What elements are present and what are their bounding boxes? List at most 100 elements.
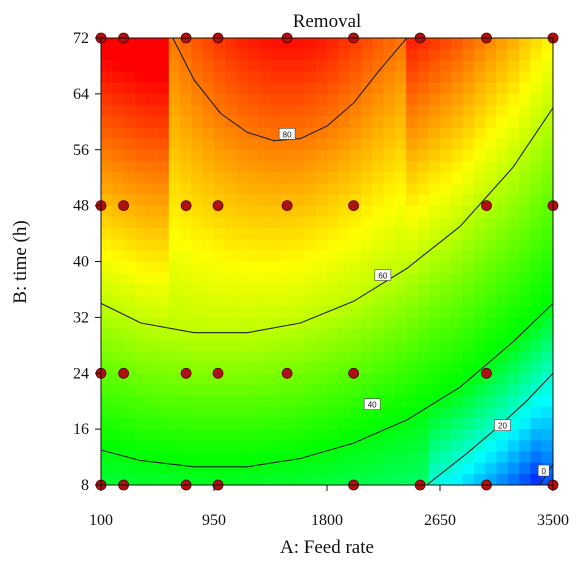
heatmap-cell: [394, 227, 407, 240]
heatmap-cell: [281, 384, 294, 397]
heatmap-cell: [349, 395, 362, 408]
heatmap-cell: [123, 395, 136, 408]
heatmap-cell: [417, 205, 430, 218]
heatmap-cell: [247, 216, 260, 229]
heatmap-cell: [247, 473, 260, 485]
heatmap-cell: [168, 82, 181, 95]
heatmap-cell: [349, 60, 362, 73]
heatmap-cell: [372, 105, 385, 117]
heatmap-cell: [417, 105, 430, 117]
heatmap-cell: [349, 82, 362, 95]
heatmap-cell: [225, 395, 238, 408]
heatmap-cell: [281, 172, 294, 184]
heatmap-cell: [462, 384, 475, 397]
heatmap-cell: [462, 283, 475, 296]
heatmap-cell: [327, 250, 339, 263]
heatmap-cell: [394, 429, 407, 441]
heatmap-cell: [304, 149, 317, 162]
heatmap-cell: [225, 172, 238, 184]
heatmap-cell: [247, 317, 260, 330]
heatmap-cell: [428, 60, 441, 73]
heatmap-cell: [157, 462, 170, 475]
heatmap-cell: [270, 272, 283, 285]
heatmap-cell: [451, 105, 464, 117]
heatmap-cell: [440, 82, 452, 95]
heatmap-cell: [123, 93, 136, 106]
heatmap-cell: [112, 49, 125, 61]
heatmap-cell: [293, 283, 305, 296]
heatmap-cell: [157, 373, 170, 386]
heatmap-cell: [485, 71, 498, 84]
heatmap-cell: [202, 93, 215, 106]
design-point: [348, 367, 360, 379]
heatmap-cell: [496, 350, 509, 363]
heatmap-cell: [259, 328, 272, 341]
heatmap-cell: [315, 317, 328, 330]
heatmap-cell: [180, 127, 192, 140]
heatmap-cell: [473, 306, 486, 318]
heatmap-cell: [417, 440, 430, 453]
heatmap-cell: [225, 116, 238, 129]
heatmap-cell: [541, 105, 553, 117]
heatmap-cell: [462, 149, 475, 162]
contour-label-box: [537, 464, 550, 477]
heatmap-cell: [383, 116, 396, 129]
heatmap-cell: [293, 227, 305, 240]
heatmap-cell: [507, 216, 520, 229]
heatmap-cell: [293, 183, 305, 196]
heatmap-cell: [394, 373, 407, 386]
heatmap-cell: [338, 339, 351, 352]
heatmap-cell: [417, 473, 430, 485]
heatmap-cell: [383, 138, 396, 151]
heatmap-cell: [360, 417, 373, 430]
heatmap-cell: [236, 172, 249, 184]
heatmap-cell: [451, 395, 464, 408]
heatmap-cell: [180, 138, 192, 151]
heatmap-cell: [530, 172, 543, 184]
heatmap-cell: [473, 261, 486, 274]
heatmap-cell: [440, 93, 452, 106]
heatmap-cell: [123, 82, 136, 95]
heatmap-cell: [349, 49, 362, 61]
heatmap-cell: [146, 60, 159, 73]
heatmap-cell: [134, 406, 147, 419]
heatmap-cell: [473, 127, 486, 140]
heatmap-cell: [168, 160, 181, 173]
heatmap-cell: [247, 384, 260, 397]
heatmap-cell: [293, 127, 305, 140]
heatmap-cell: [360, 462, 373, 475]
heatmap-cell: [349, 160, 362, 173]
heatmap-cell: [281, 227, 294, 240]
heatmap-cell: [383, 261, 396, 274]
heatmap-cell: [349, 328, 362, 341]
heatmap-cell: [406, 239, 418, 251]
heatmap-cell: [417, 183, 430, 196]
heatmap-cell: [440, 49, 452, 61]
heatmap-cell: [428, 160, 441, 173]
heatmap-cell: [338, 473, 351, 485]
heatmap-cell: [180, 105, 192, 117]
heatmap-cell: [428, 406, 441, 419]
heatmap-cell: [473, 38, 486, 50]
heatmap-cell: [462, 172, 475, 184]
heatmap-cell: [270, 350, 283, 363]
heatmap-cell: [191, 172, 204, 184]
heatmap-cell: [462, 194, 475, 207]
heatmap-cell: [485, 93, 498, 106]
heatmap-cell: [123, 71, 136, 84]
heatmap-cell: [134, 451, 147, 464]
heatmap-cell: [180, 317, 192, 330]
x-axis: 100 950 1800 2650 3500: [89, 485, 569, 529]
heatmap-cell: [372, 373, 385, 386]
heatmap-cell: [394, 283, 407, 296]
heatmap-cell: [360, 149, 373, 162]
heatmap-cell: [338, 239, 351, 251]
heatmap-cell: [247, 127, 260, 140]
heatmap-cell: [293, 261, 305, 274]
heatmap-cell: [496, 295, 509, 307]
heatmap-cell: [360, 239, 373, 251]
heatmap-cell: [473, 328, 486, 341]
heatmap-cell: [530, 239, 543, 251]
heatmap-cell: [349, 38, 362, 50]
